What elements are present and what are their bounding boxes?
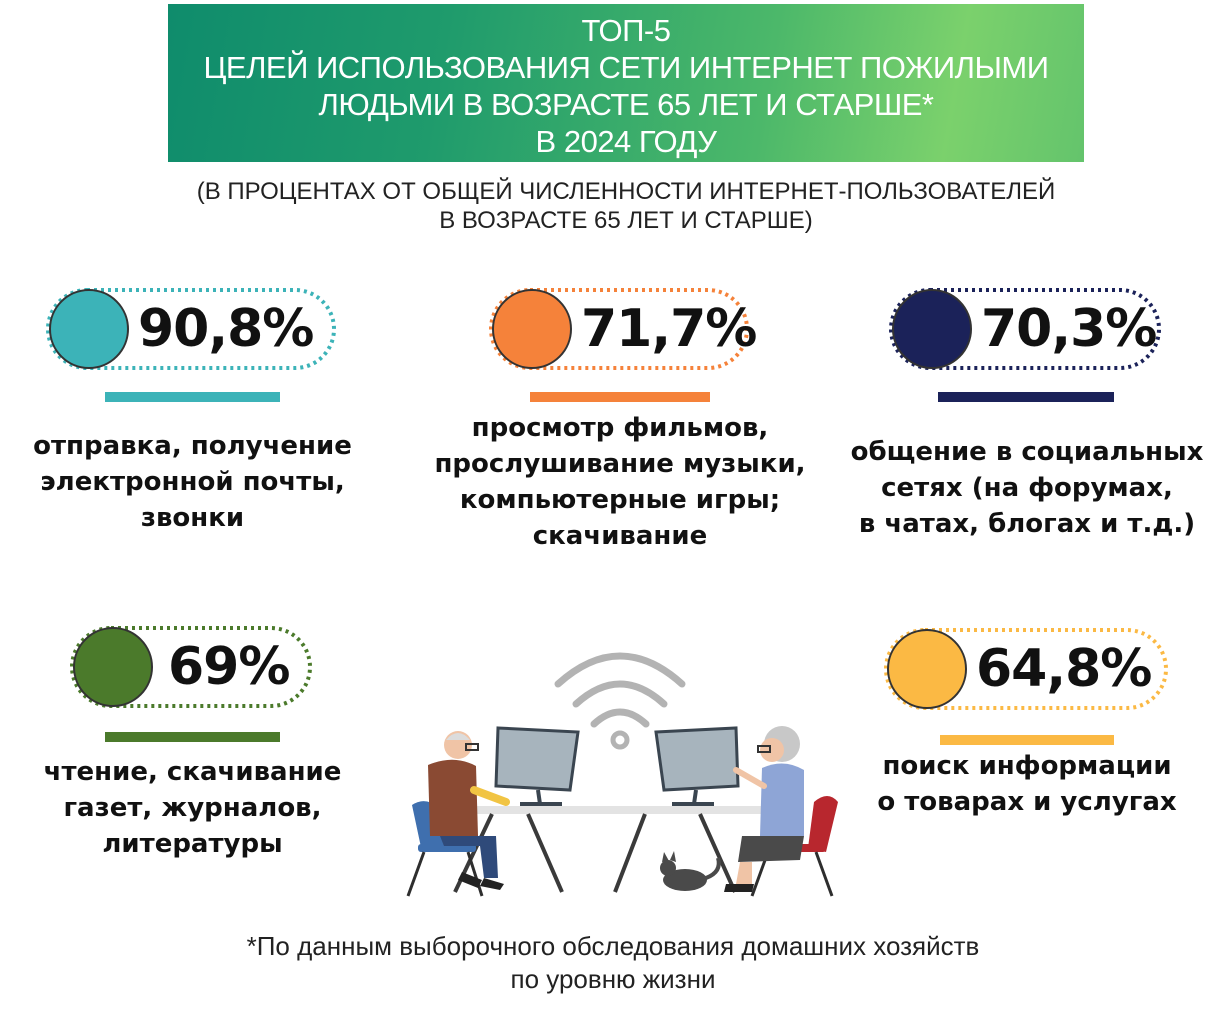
subtitle-line-2: В ВОЗРАСТЕ 65 ЛЕТ И СТАРШЕ) xyxy=(439,207,813,234)
title-banner: ТОП-5 ЦЕЛЕЙ ИСПОЛЬЗОВАНИЯ СЕТИ ИНТЕРНЕТ … xyxy=(168,4,1084,162)
stat-pill-3: 70,3% xyxy=(889,286,1161,372)
stat-value-2: 71,7% xyxy=(581,299,757,359)
footnote-line-1: *По данным выборочного обследования дома… xyxy=(246,931,980,961)
stat-pill-4: 69% xyxy=(70,624,312,710)
cat-icon xyxy=(660,851,721,891)
stat-description-3-line-2: сетях (на форумах, xyxy=(881,473,1173,503)
color-circle xyxy=(892,289,972,369)
stat-pill-graphic xyxy=(489,288,749,370)
title-line-4: В 2024 ГОДУ xyxy=(535,124,717,159)
stat-pill-graphic xyxy=(884,628,1168,710)
stat-description-4-line-2: газет, журналов, xyxy=(63,793,322,823)
title-line-2: ЦЕЛЕЙ ИСПОЛЬЗОВАНИЯ СЕТИ ИНТЕРНЕТ ПОЖИЛЫ… xyxy=(203,50,1049,85)
stat-description-5-line-2: о товарах и услугах xyxy=(877,787,1177,817)
stat-description-5: поиск информации о товарах и услугах xyxy=(832,748,1222,820)
elderly-computer-illustration xyxy=(406,652,838,897)
wifi-icon xyxy=(554,652,686,750)
stat-pill-graphic xyxy=(889,288,1161,370)
color-circle xyxy=(49,289,129,369)
elderly-man-icon xyxy=(428,731,510,890)
subtitle: (В ПРОЦЕНТАХ ОТ ОБЩЕЙ ЧИСЛЕННОСТИ ИНТЕРН… xyxy=(0,177,1226,235)
stat-bar-5 xyxy=(940,735,1114,745)
title-line-3: ЛЮДЬМИ В ВОЗРАСТЕ 65 ЛЕТ И СТАРШЕ* xyxy=(318,87,934,122)
stat-pill-graphic xyxy=(70,626,312,708)
stat-description-3-line-3: в чатах, блогах и т.д.) xyxy=(858,509,1196,539)
stat-description-2-line-2: прослушивание музыки, xyxy=(434,449,806,479)
title-line-1: ТОП-5 xyxy=(581,13,671,48)
monitor-icon xyxy=(494,726,740,806)
elderly-woman-icon xyxy=(724,726,804,892)
stat-bar-4 xyxy=(105,732,280,742)
stat-value-1: 90,8% xyxy=(138,299,314,359)
stat-description-2-line-3: компьютерные игры; xyxy=(459,485,781,515)
subtitle-line-1: (В ПРОЦЕНТАХ ОТ ОБЩЕЙ ЧИСЛЕННОСТИ ИНТЕРН… xyxy=(196,178,1056,205)
stat-description-3-line-1: общение в социальных xyxy=(850,437,1204,467)
footnote-line-2: по уровню жизни xyxy=(510,964,716,994)
stat-description-4-line-3: литературы xyxy=(102,829,283,859)
stat-description-4-line-1: чтение, скачивание xyxy=(43,757,342,787)
stat-value-3: 70,3% xyxy=(981,299,1157,359)
stat-description-2-line-4: скачивание xyxy=(532,521,708,551)
footnote: *По данным выборочного обследования дома… xyxy=(0,930,1226,996)
stat-value-5: 64,8% xyxy=(976,639,1152,699)
stat-bar-3 xyxy=(938,392,1114,402)
stat-description-5-line-1: поиск информации xyxy=(882,751,1172,781)
stat-description-1-line-2: электронной почты, xyxy=(40,467,345,497)
stat-description-1-line-1: отправка, получение xyxy=(33,431,352,461)
stat-bar-1 xyxy=(105,392,280,402)
color-circle xyxy=(73,627,153,707)
stat-description-1: отправка, получение электронной почты, з… xyxy=(0,428,385,536)
stat-value-4: 69% xyxy=(168,637,290,697)
color-circle xyxy=(492,289,572,369)
stat-description-1-line-3: звонки xyxy=(140,503,245,533)
stat-pill-graphic xyxy=(46,288,336,370)
stat-description-4: чтение, скачивание газет, журналов, лите… xyxy=(0,754,385,862)
stat-pill-2: 71,7% xyxy=(489,286,757,372)
stat-pill-1: 90,8% xyxy=(46,286,336,372)
stat-description-3: общение в социальных сетях (на форумах, … xyxy=(832,434,1222,542)
color-circle xyxy=(887,629,967,709)
stat-description-2-line-1: просмотр фильмов, xyxy=(471,413,769,443)
stat-bar-2 xyxy=(530,392,710,402)
stat-description-2: просмотр фильмов, прослушивание музыки, … xyxy=(410,410,830,554)
stat-pill-5: 64,8% xyxy=(884,626,1168,712)
